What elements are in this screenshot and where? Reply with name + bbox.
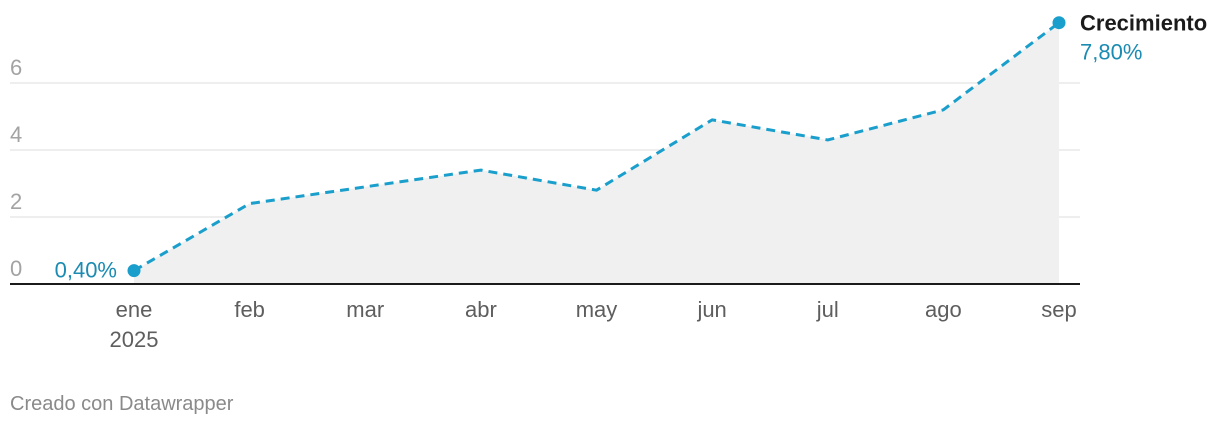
- line-chart: 0 2 4 6 ene feb mar abr may jun jul ago sep 2025 0,4…: [10, 11, 1208, 352]
- x-tick-label: jun: [696, 297, 726, 322]
- y-tick-label: 0: [10, 256, 22, 281]
- start-value-label: 0,40%: [55, 258, 117, 283]
- y-tick-label: 4: [10, 122, 22, 147]
- x-tick-label: abr: [465, 297, 497, 322]
- y-tick-label: 6: [10, 55, 22, 80]
- x-tick-label: ene: [116, 297, 153, 322]
- end-point: [1052, 16, 1066, 30]
- area-fill: [134, 22, 1059, 284]
- x-tick-label: sep: [1041, 297, 1076, 322]
- x-axis-ticks: ene feb mar abr may jun jul ago sep 2025: [110, 297, 1077, 352]
- series-line: [133, 21, 1060, 272]
- y-axis-ticks: 0 2 4 6: [10, 55, 22, 281]
- x-year-label: 2025: [110, 327, 159, 352]
- series-points: [127, 16, 1066, 278]
- start-point: [127, 264, 141, 278]
- x-tick-label: mar: [346, 297, 384, 322]
- footer-credit: Creado con Datawrapper: [10, 393, 234, 415]
- end-value-label: 7,80%: [1080, 40, 1142, 65]
- x-tick-label: feb: [234, 297, 265, 322]
- x-tick-label: may: [576, 297, 618, 322]
- x-tick-label: jul: [816, 297, 839, 322]
- x-tick-label: ago: [925, 297, 962, 322]
- series-name-label: Crecimiento: [1080, 11, 1207, 36]
- data-labels: 0,40% Crecimiento 7,80%: [55, 11, 1208, 283]
- y-tick-label: 2: [10, 189, 22, 214]
